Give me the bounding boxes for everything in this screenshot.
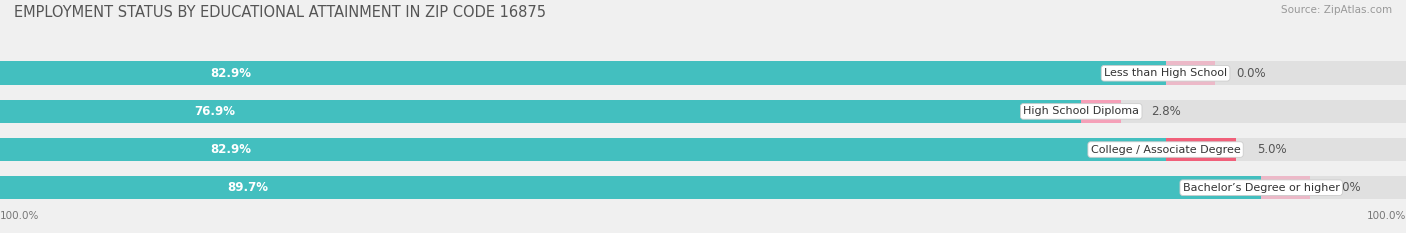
Text: 100.0%: 100.0% (0, 211, 39, 221)
Bar (0, 138, 1406, 161)
Text: 89.7%: 89.7% (226, 181, 269, 194)
Text: Less than High School: Less than High School (1104, 68, 1227, 78)
Bar (0, 176, 1261, 199)
Bar (0, 176, 1406, 199)
Bar (0, 62, 1406, 85)
Bar (1166, 138, 1236, 161)
Bar (0, 62, 1166, 85)
Bar (1261, 176, 1310, 199)
Text: 76.9%: 76.9% (194, 105, 236, 118)
Bar (0, 99, 1081, 123)
Bar (0, 138, 1166, 161)
Bar (1081, 99, 1121, 123)
Text: 100.0%: 100.0% (1367, 211, 1406, 221)
Text: Bachelor’s Degree or higher: Bachelor’s Degree or higher (1182, 183, 1340, 193)
Bar (1166, 62, 1215, 85)
Text: 2.8%: 2.8% (1152, 105, 1181, 118)
Text: Source: ZipAtlas.com: Source: ZipAtlas.com (1281, 5, 1392, 15)
Text: 82.9%: 82.9% (209, 143, 250, 156)
Text: College / Associate Degree: College / Associate Degree (1091, 144, 1240, 154)
Text: 5.0%: 5.0% (1257, 143, 1286, 156)
Bar (0, 99, 1406, 123)
Text: 82.9%: 82.9% (209, 67, 250, 80)
Text: High School Diploma: High School Diploma (1024, 106, 1139, 116)
Text: 0.0%: 0.0% (1331, 181, 1361, 194)
Text: 0.0%: 0.0% (1236, 67, 1265, 80)
Text: EMPLOYMENT STATUS BY EDUCATIONAL ATTAINMENT IN ZIP CODE 16875: EMPLOYMENT STATUS BY EDUCATIONAL ATTAINM… (14, 5, 546, 20)
